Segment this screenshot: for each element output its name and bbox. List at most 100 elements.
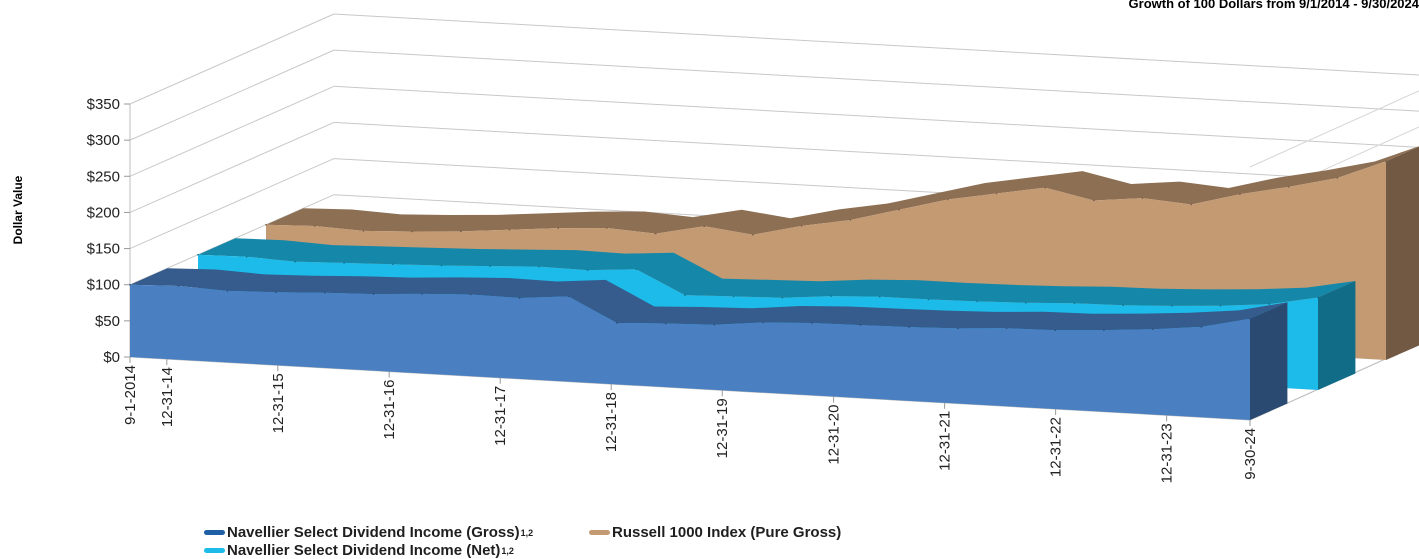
data-point — [1093, 199, 1095, 202]
data-point — [781, 296, 784, 299]
gridline-6 — [333, 49, 1419, 112]
legend: Navellier Select Dividend Income (Gross)… — [204, 520, 1104, 559]
data-point — [362, 230, 365, 232]
data-point — [976, 300, 978, 303]
data-point — [1151, 328, 1154, 331]
series-end-cap — [1386, 146, 1419, 360]
data-point — [197, 253, 199, 256]
floor-right-edge — [1249, 343, 1419, 421]
data-point — [1190, 203, 1193, 206]
gridline-5 — [333, 85, 1419, 148]
data-point — [800, 225, 803, 227]
data-point — [1268, 303, 1271, 305]
legend-label-russell: Russell 1000 Index (Pure Gross) — [612, 524, 842, 541]
data-point — [703, 225, 706, 228]
x-tick-label: 12-31-14 — [159, 367, 176, 427]
data-point — [294, 260, 297, 263]
x-tick-label: 12-31-20 — [826, 405, 843, 465]
data-point — [1103, 329, 1105, 331]
data-point — [518, 297, 521, 299]
y-tick-label: $0 — [103, 349, 120, 366]
data-point — [226, 290, 229, 292]
series-top-surface — [198, 238, 1356, 306]
gridline-side-4 — [129, 121, 335, 213]
data-point — [1005, 327, 1008, 330]
gridline-7 — [333, 13, 1419, 76]
data-point — [313, 225, 316, 227]
series-end-cap — [1318, 280, 1356, 390]
y-tick-label: $350 — [87, 96, 120, 113]
x-tick-labels: 9-1-2014 12-31-14 12-31-15 12-31-16 12-31-17… — [122, 357, 1259, 483]
data-point — [1336, 177, 1339, 179]
y-tick-label: $150 — [87, 241, 120, 258]
data-point — [1171, 305, 1173, 307]
series-area — [130, 284, 1250, 420]
data-point — [957, 327, 959, 330]
legend-swatch-russell — [589, 530, 610, 535]
x-tick-label: 12-31-18 — [603, 392, 620, 452]
data-point — [1025, 301, 1027, 304]
data-point — [616, 322, 618, 324]
y-tick-label: $100 — [87, 277, 120, 294]
x-tick-label: 12-31-17 — [492, 386, 509, 446]
x-tick-label: 12-31-23 — [1159, 423, 1176, 483]
gridline-right-7 — [1249, 90, 1419, 168]
data-point — [1249, 318, 1251, 320]
y-tick-label: $50 — [95, 313, 120, 330]
data-point — [684, 294, 686, 296]
data-point — [1219, 304, 1222, 307]
data-point — [762, 321, 764, 324]
legend-label-gross: Navellier Select Dividend Income (Gross) — [227, 524, 520, 541]
data-point — [946, 198, 949, 201]
gridline-side-5 — [129, 85, 335, 177]
data-point — [859, 324, 862, 326]
x-tick-label: 12-31-21 — [937, 411, 954, 471]
gridline-side-7 — [129, 13, 335, 105]
legend-sup-gross: 1,2 — [520, 527, 534, 538]
data-point — [489, 265, 491, 267]
data-point — [459, 230, 462, 233]
data-point — [1385, 160, 1387, 163]
data-point — [391, 263, 394, 266]
y-tick-label: $250 — [87, 168, 120, 185]
data-point — [654, 232, 657, 235]
data-point — [343, 262, 345, 264]
data-point — [810, 322, 813, 324]
data-point — [1122, 304, 1125, 307]
data-point — [752, 233, 754, 236]
data-point — [1054, 329, 1057, 332]
series-top-surface — [130, 268, 1288, 331]
data-point — [245, 255, 248, 258]
series-0 — [129, 268, 1288, 420]
data-point — [129, 283, 131, 286]
data-point — [1317, 296, 1319, 299]
data-point — [664, 322, 667, 325]
data-point — [586, 269, 589, 271]
data-point — [878, 295, 881, 298]
x-tick-label: 12-31-15 — [270, 373, 287, 433]
data-point — [538, 265, 540, 268]
y-tick-labels: $0 $50 $100 $150 $200 $250 $300 $350 — [87, 96, 130, 366]
data-point — [606, 227, 608, 229]
data-point — [1200, 326, 1203, 328]
data-point — [275, 291, 277, 294]
data-point — [830, 295, 832, 297]
legend-swatch-net — [204, 548, 225, 553]
data-point — [1044, 186, 1046, 189]
data-point — [508, 228, 511, 231]
gridline-side-6 — [129, 49, 335, 141]
gridline-side-3 — [129, 158, 335, 250]
data-point — [421, 293, 423, 295]
series-end-cap — [1250, 302, 1288, 420]
data-point — [713, 324, 716, 326]
y-tick-label: $200 — [87, 204, 120, 221]
x-tick-label: 9-30-24 — [1242, 428, 1259, 480]
data-point — [732, 295, 735, 298]
y-tick-label: $300 — [87, 132, 120, 149]
legend-item-gross: Navellier Select Dividend Income (Gross)… — [204, 524, 533, 541]
data-point — [995, 192, 998, 195]
data-point — [557, 227, 559, 229]
data-point — [1287, 186, 1290, 188]
